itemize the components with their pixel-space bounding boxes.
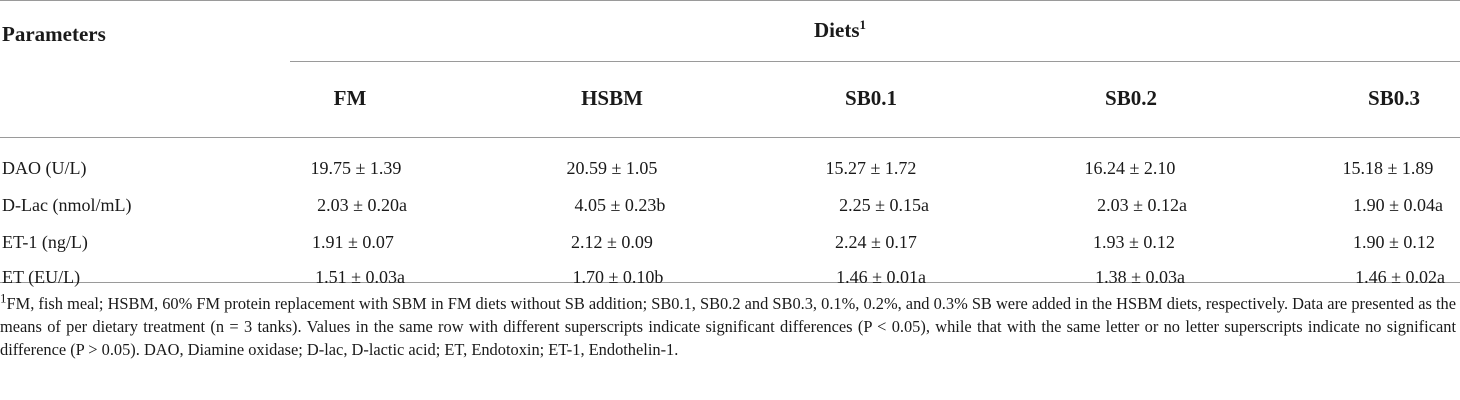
table-cell: 1.46 ± 0.02a [1355,267,1445,287]
parameters-header: Parameters [2,22,106,47]
table-cell: 1.93 ± 0.12 [1093,232,1175,252]
table-cell: 2.25 ± 0.15a [839,195,929,215]
diets-header: Diets1 [814,18,866,43]
table-cell: 16.24 ± 2.10 [1084,158,1176,178]
diets-underline [290,61,1460,62]
table-cell: 1.91 ± 0.07 [312,232,394,252]
column-header-hsbm: HSBM [581,86,643,110]
footnote-sup: 1 [0,290,7,306]
table-cell: 1.38 ± 0.03a [1095,267,1185,287]
table-cell: 1.90 ± 0.04a [1353,195,1443,215]
header-rule [0,137,1460,138]
table-footnote: 1FM, fish meal; HSBM, 60% FM protein rep… [0,292,1456,361]
table-cell: 1.51 ± 0.03a [315,267,405,287]
table-cell: 15.27 ± 1.72 [825,158,917,178]
table-cell: 20.59 ± 1.05 [566,158,658,178]
table-cell: 2.03 ± 0.12a [1097,195,1187,215]
diets-header-text: Diets [814,18,860,42]
top-rule [0,0,1460,1]
column-header-sb02: SB0.2 [1105,86,1157,110]
footnote-text: FM, fish meal; HSBM, 60% FM protein repl… [0,294,1456,359]
table-cell: 4.05 ± 0.23b [574,195,666,215]
parameters-header-text: Parameters [2,22,106,46]
param-label: D-Lac (nmol/mL) [2,195,132,215]
table-cell: 19.75 ± 1.39 [310,158,402,178]
column-header-fm: FM [333,86,367,110]
table-cell: 15.18 ± 1.89 [1342,158,1434,178]
table-cell: 1.70 ± 0.10b [572,267,664,287]
table-cell: 2.24 ± 0.17 [835,232,917,252]
table-cell: 1.90 ± 0.12 [1353,232,1435,252]
table-cell: 2.12 ± 0.09 [571,232,653,252]
diets-header-sup: 1 [859,17,867,32]
param-label: ET (EU/L) [2,267,81,287]
column-header-sb03: SB0.3 [1368,86,1420,110]
table-cell: 1.46 ± 0.01a [836,267,926,287]
table-cell: 2.03 ± 0.20a [317,195,407,215]
param-label: DAO (U/L) [2,158,87,178]
bottom-rule [0,282,1460,283]
column-header-sb01: SB0.1 [845,86,897,110]
param-label: ET-1 (ng/L) [2,232,88,252]
